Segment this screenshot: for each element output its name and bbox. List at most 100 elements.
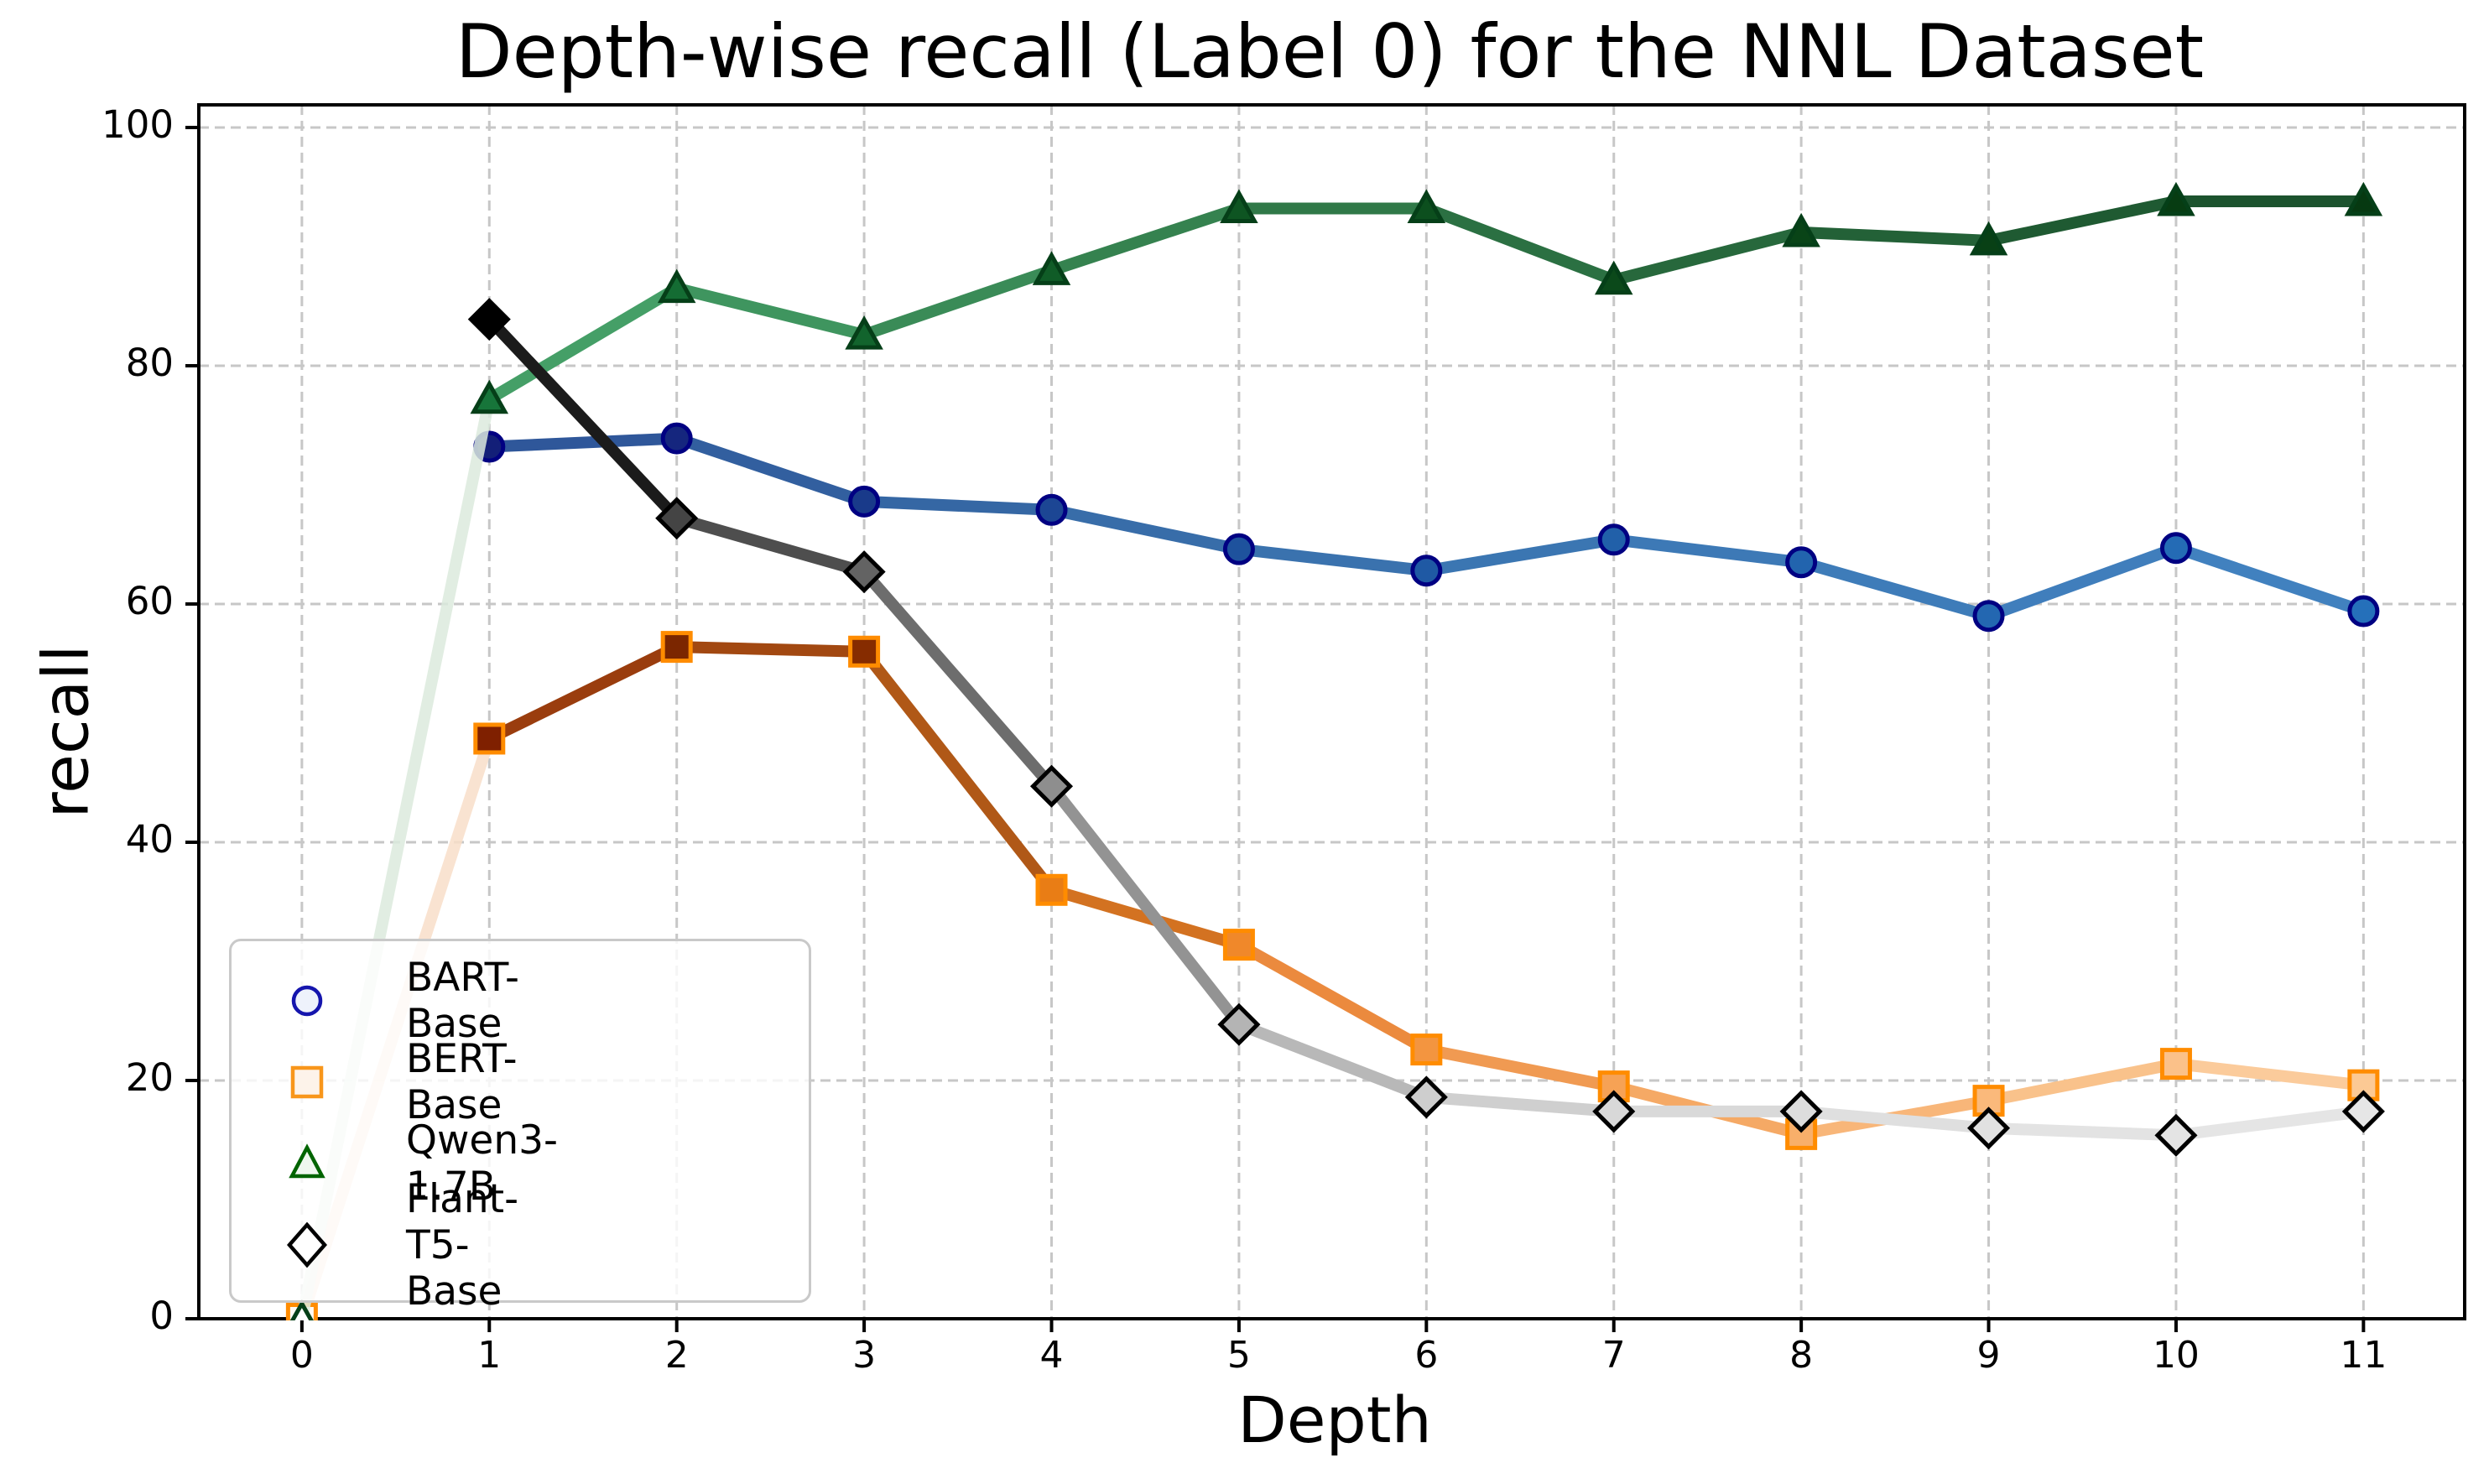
y-tick-label-0: 0: [149, 1294, 174, 1338]
x-tick-label-11: 11: [2340, 1334, 2387, 1377]
marker-BART-Base-d11: [2347, 595, 2380, 627]
legend-label: Qwen3-1.7B: [406, 1117, 559, 1210]
marker-Flant-T5-Base-d10: [2154, 1113, 2198, 1157]
marker-Qwen3-1.7B-d6: [1407, 189, 1446, 224]
x-tick-label-0: 0: [290, 1334, 314, 1377]
marker-Flant-T5-Base-d7: [1592, 1090, 1636, 1133]
marker-Flant-T5-Base-d6: [1404, 1075, 1448, 1119]
line-segment-BART-Base-1-2: [488, 432, 678, 453]
marker-Qwen3-1.7B-d7: [1594, 260, 1633, 295]
series-BART-Base: [473, 422, 2380, 633]
line-segment-Flant-T5-Base-6-7: [1425, 1091, 1615, 1117]
line-segment-BERT-Base-1-2: [487, 641, 680, 744]
marker-Flant-T5-Base-d9: [1967, 1106, 2011, 1150]
marker-BART-Base-d6: [1410, 555, 1443, 587]
marker-Qwen3-1.7B-d8: [1782, 212, 1820, 247]
axes-spines: [197, 103, 2466, 1320]
marker-BART-Base-d10: [2159, 532, 2192, 565]
marker-BERT-Base-d2: [660, 631, 693, 664]
line-segment-Flant-T5-Base-10-11: [2175, 1105, 2365, 1142]
line-segment-Qwen3-1.7B-2-3: [675, 282, 866, 341]
line-segment-Flant-T5-Base-4-5: [1047, 782, 1244, 1028]
y-tick-label-60: 60: [126, 579, 174, 623]
legend-label: BERT-Base: [406, 1036, 518, 1128]
x-tick-label-10: 10: [2153, 1334, 2200, 1377]
legend-label: Flant-T5-Base: [406, 1175, 519, 1315]
marker-BART-Base-d7: [1597, 523, 1630, 556]
y-tick-label-80: 80: [126, 341, 174, 385]
line-segment-BART-Base-3-4: [863, 495, 1052, 516]
marker-Flant-T5-Base-d4: [1029, 764, 1074, 808]
x-tick-label-7: 7: [1602, 1334, 1626, 1377]
marker-Flant-T5-Base-d11: [2341, 1090, 2385, 1133]
line-segment-BERT-Base-4-5: [1049, 884, 1241, 950]
x-tick-label-6: 6: [1414, 1334, 1438, 1377]
line-segment-Flant-T5-Base-5-6: [1237, 1018, 1429, 1103]
marker-BART-Base-d8: [1785, 546, 1818, 579]
x-tick-label-4: 4: [1040, 1334, 1064, 1377]
y-axis-label: recall: [28, 644, 103, 819]
marker-Qwen3-1.7B-d2: [657, 268, 696, 304]
circle-icon: [291, 985, 323, 1017]
marker-Qwen3-1.7B-d4: [1032, 251, 1071, 285]
triangle-icon: [289, 1143, 325, 1179]
line-segment-BERT-Base-10-11: [2175, 1058, 2365, 1091]
x-tick-label-8: 8: [1789, 1334, 1813, 1377]
marker-BERT-Base-d3: [848, 635, 881, 668]
x-tick-label-9: 9: [1977, 1334, 2001, 1377]
line-segment-BART-Base-7-8: [1612, 534, 1802, 569]
marker-BART-Base-d9: [1972, 600, 2005, 633]
marker-BART-Base-d5: [1222, 533, 1255, 565]
y-tick-label-20: 20: [126, 1055, 174, 1100]
marker-Qwen3-1.7B-d10: [2157, 181, 2195, 216]
legend-square-glyph: [290, 1065, 324, 1099]
series-Flant-T5-Base: [467, 298, 2385, 1157]
marker-BART-Base-d2: [660, 422, 693, 455]
x-tick-label-1: 1: [477, 1334, 501, 1377]
line-segment-BART-Base-6-7: [1425, 534, 1615, 577]
line-segment-BERT-Base-6-7: [1424, 1044, 1616, 1092]
marker-Flant-T5-Base-d2: [655, 497, 699, 540]
ticks: 0 1 2 3 4 5 6 7 8 9 10 11 0 20 40 60 80 100: [102, 102, 2387, 1377]
marker-Qwen3-1.7B-d1: [470, 379, 509, 414]
marker-BART-Base-d3: [848, 485, 881, 518]
chart-title: Depth-wise recall (Label 0) for the NNL …: [455, 8, 2205, 95]
legend-diamond-glyph: [287, 1221, 327, 1268]
x-tick-label-5: 5: [1227, 1334, 1251, 1377]
x-axis-label: Depth: [1237, 1382, 1432, 1457]
line-segment-Qwen3-1.7B-7-8: [1612, 227, 1803, 286]
line-segment-Qwen3-1.7B-1-2: [486, 283, 680, 404]
line-segment-BERT-Base-9-10: [1987, 1058, 2178, 1107]
marker-Flant-T5-Base-d3: [842, 550, 886, 594]
y-tick-label-40: 40: [126, 817, 174, 862]
line-segment-Qwen3-1.7B-6-7: [1424, 203, 1617, 286]
line-segment-Qwen3-1.7B-9-10: [1987, 195, 2178, 247]
marker-Qwen3-1.7B-d0: [289, 1299, 314, 1320]
y-tick-label-100: 100: [102, 102, 174, 147]
marker-Qwen3-1.7B-d9: [1969, 221, 2008, 256]
line-segment-BART-Base-2-3: [674, 432, 867, 508]
line-segment-BERT-Base-5-6: [1236, 940, 1429, 1055]
marker-Flant-T5-Base-d5: [1217, 1002, 1261, 1046]
legend-label: BART-Base: [406, 955, 519, 1047]
line-segment-BERT-Base-3-4: [859, 648, 1057, 894]
marker-Flant-T5-Base-d8: [1779, 1090, 1823, 1133]
marker-Qwen3-1.7B-d3: [845, 315, 883, 350]
marker-Flant-T5-Base-d1: [467, 298, 511, 341]
legend-triangle-glyph: [289, 1143, 325, 1179]
line-segment-BART-Base-10-11: [2174, 542, 2366, 617]
line-segment-Flant-T5-Base-3-4: [859, 568, 1056, 790]
series-Qwen3-1.7B: [289, 181, 2383, 1320]
line-segment-Flant-T5-Base-2-3: [674, 513, 867, 578]
line-segment-Flant-T5-Base-8-9: [1800, 1105, 1990, 1134]
square-icon: [290, 1065, 324, 1099]
line-segment-BART-Base-5-6: [1238, 543, 1428, 577]
marker-BERT-Base-d5: [1222, 929, 1255, 961]
line-segment-BART-Base-4-5: [1050, 503, 1241, 555]
line-segment-Flant-T5-Base-9-10: [1988, 1122, 2177, 1142]
marker-BERT-Base-d4: [1035, 873, 1068, 906]
line-segment-BERT-Base-2-3: [676, 641, 865, 658]
line-segment-Flant-T5-Base-1-2: [485, 315, 681, 523]
